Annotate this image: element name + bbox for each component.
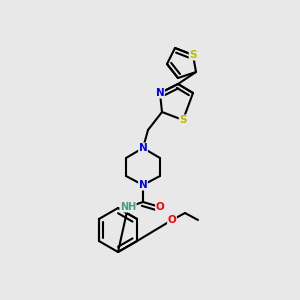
Text: O: O <box>156 202 164 212</box>
Text: S: S <box>179 115 187 125</box>
Text: NH: NH <box>120 202 136 212</box>
Text: N: N <box>139 143 147 153</box>
Text: N: N <box>156 88 164 98</box>
Text: S: S <box>189 50 197 60</box>
Text: N: N <box>139 180 147 190</box>
Text: O: O <box>168 215 176 225</box>
